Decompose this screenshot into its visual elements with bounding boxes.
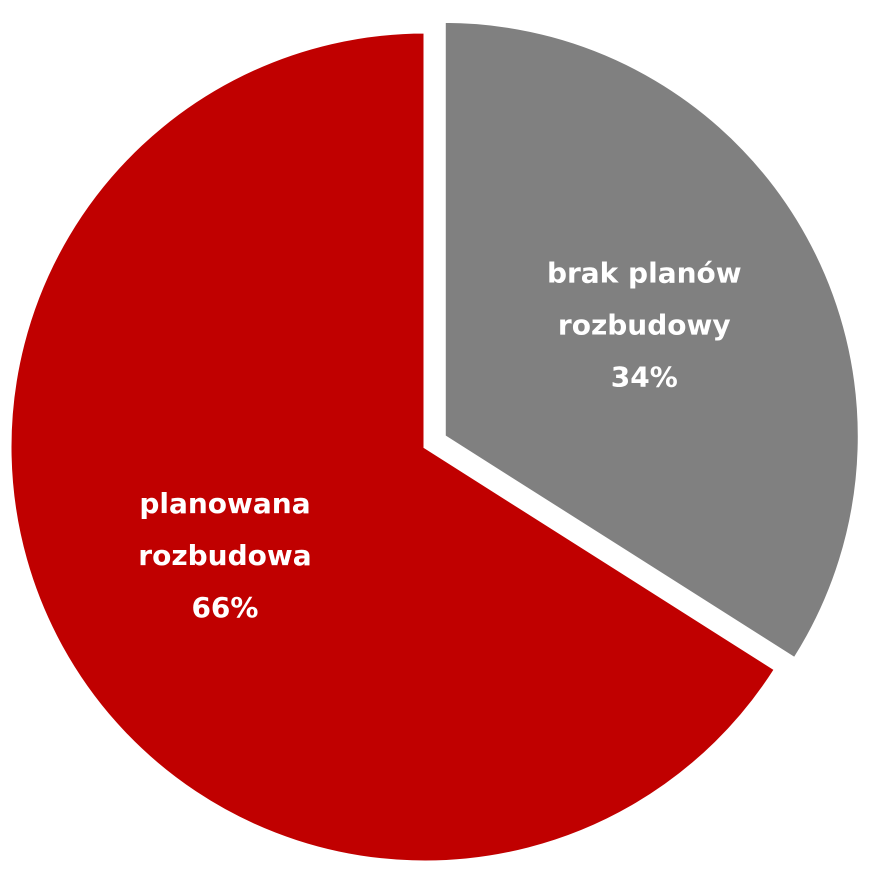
- pie-slice-value-label: 34%: [611, 360, 678, 393]
- pie-slice-category-label: planowana: [139, 487, 310, 520]
- pie-slice-value-label: 66%: [191, 591, 258, 624]
- pie-slices: [8, 19, 861, 864]
- pie-slice-category-label: rozbudowy: [558, 308, 731, 341]
- pie-slice-label-1: planowana rozbudowa 66%: [138, 487, 311, 624]
- pie-slice-1: [8, 30, 778, 864]
- pie-labels: brak planów rozbudowy 34% planowana rozbudow…: [138, 256, 741, 624]
- pie-slice-0: [442, 19, 861, 661]
- pie-slice-category-label: rozbudowa: [138, 539, 311, 572]
- pie-slice-category-label: brak planów: [547, 256, 742, 289]
- pie-slice-label-0: brak planów rozbudowy 34%: [547, 256, 742, 393]
